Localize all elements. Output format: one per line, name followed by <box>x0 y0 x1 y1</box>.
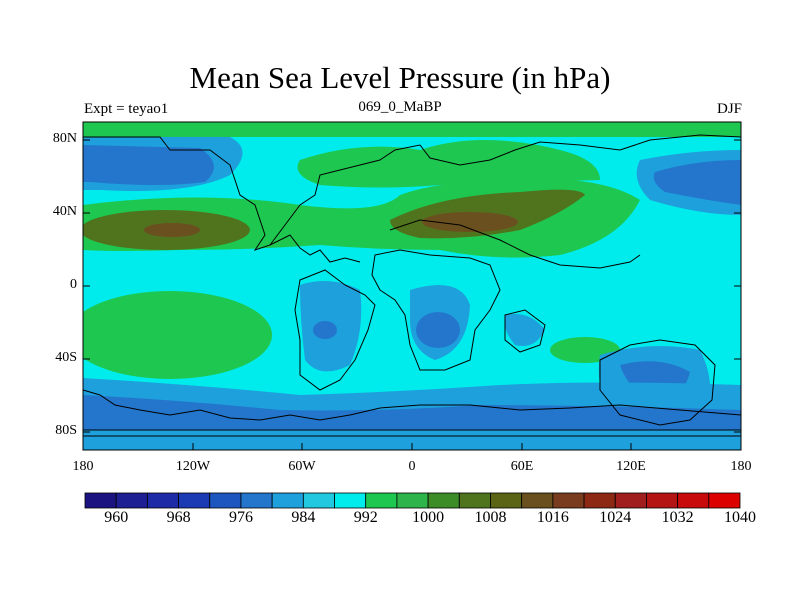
south-pacific-high <box>83 291 272 379</box>
colorbar-label: 1024 <box>599 509 632 526</box>
season-label: DJF <box>716 101 742 117</box>
lon-label-60w: 60W <box>288 459 316 474</box>
colorbar-box <box>334 492 367 509</box>
colorbar-box <box>458 492 491 509</box>
axis-ticks <box>82 139 742 450</box>
north-pacific-high-core <box>144 223 200 237</box>
south-america-low-core <box>313 321 337 339</box>
siberian-ridge <box>297 140 600 188</box>
coastlines <box>83 134 741 437</box>
colorbar-box <box>178 492 211 509</box>
colorbar-label: 976 <box>228 509 253 526</box>
colorbar-box <box>302 492 335 509</box>
lon-label-0: 0 <box>408 459 416 474</box>
colorbar-label: 1032 <box>661 509 694 526</box>
colorbar-box <box>490 492 523 509</box>
asian-high-core <box>422 212 518 232</box>
lat-label-80n: 80N <box>52 131 77 146</box>
lon-label-60e: 60E <box>510 459 534 474</box>
period-label: 069_0_MaBP <box>358 99 442 115</box>
colorbar-box <box>521 492 554 509</box>
colorbar-label: 1000 <box>412 509 445 526</box>
lat-label-40s: 40S <box>55 350 77 365</box>
colorbar-box <box>583 492 616 509</box>
lat-label-80s: 80S <box>55 423 77 438</box>
pressure-field <box>83 122 741 450</box>
colorbar-label: 968 <box>166 509 191 526</box>
africa-low-core <box>416 312 460 348</box>
lat-label-0: 0 <box>70 277 77 292</box>
colorbar-label: 984 <box>291 509 316 526</box>
colorbar-box <box>271 492 304 509</box>
colorbar-box <box>614 492 647 509</box>
colorbar-box <box>365 492 398 509</box>
antarctic-band <box>83 430 741 450</box>
colorbar-box <box>209 492 242 509</box>
lon-label-120w: 120W <box>175 459 211 474</box>
colorbar-box <box>708 492 741 509</box>
colorbar-box <box>396 492 429 509</box>
north-pacific-low-inner <box>83 145 214 185</box>
colorbar-label: 1008 <box>474 509 507 526</box>
colorbar-label: 960 <box>104 509 129 526</box>
colorbar-box <box>677 492 710 509</box>
colorbar-box <box>115 492 148 509</box>
map-title: Mean Sea Level Pressure (in hPa) <box>189 60 611 95</box>
colorbar-box <box>646 492 679 509</box>
colorbar-box <box>427 492 460 509</box>
colorbar-box <box>552 492 585 509</box>
colorbar-label: 1040 <box>724 509 756 526</box>
madagascar-low <box>504 314 545 346</box>
experiment-label: Expt = teyao1 <box>84 101 169 117</box>
colorbar-label: 1016 <box>536 509 569 526</box>
arctic-band <box>83 122 741 137</box>
lat-label-40n: 40N <box>52 204 77 219</box>
colorbar-label: 992 <box>353 509 378 526</box>
colorbar-box <box>146 492 179 509</box>
north-pacific-low-east-inner <box>653 160 741 205</box>
colorbar <box>84 492 741 509</box>
lon-label-180w: 180 <box>72 459 94 474</box>
lon-label-180e: 180 <box>730 459 752 474</box>
colorbar-box <box>240 492 273 509</box>
colorbar-box <box>84 492 117 509</box>
lon-label-120e: 120E <box>616 459 646 474</box>
